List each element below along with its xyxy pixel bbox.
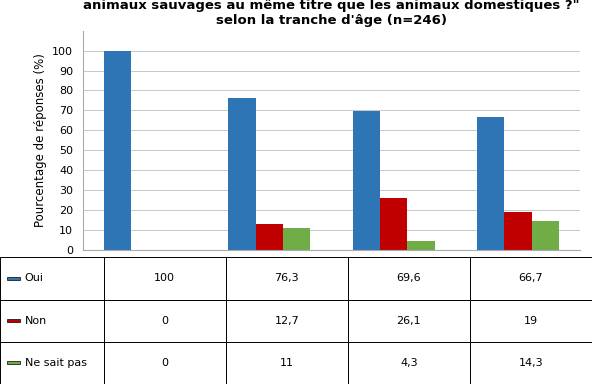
Text: 26,1: 26,1 <box>397 316 421 326</box>
Bar <box>470 257 592 300</box>
Bar <box>7 361 20 364</box>
Bar <box>256 224 283 250</box>
Text: Oui: Oui <box>25 273 44 283</box>
Bar <box>504 212 532 250</box>
Text: 14,3: 14,3 <box>519 358 543 368</box>
Bar <box>7 277 20 280</box>
Bar <box>348 257 470 300</box>
Text: 69,6: 69,6 <box>397 273 421 283</box>
Bar <box>532 221 559 250</box>
Bar <box>104 257 226 300</box>
Title: Pourcentage de réponses à la question "Considérez-vous les
animaux sauvages au m: Pourcentage de réponses à la question "C… <box>83 0 580 27</box>
Text: 4,3: 4,3 <box>400 358 418 368</box>
Bar <box>0 342 104 384</box>
Bar <box>348 342 470 384</box>
Text: 0: 0 <box>161 358 168 368</box>
Bar <box>226 300 348 342</box>
Bar <box>353 111 380 250</box>
Bar <box>470 300 592 342</box>
Y-axis label: Pourcentage de réponses (%): Pourcentage de réponses (%) <box>34 53 47 227</box>
Text: 76,3: 76,3 <box>275 273 299 283</box>
Text: 12,7: 12,7 <box>274 316 299 326</box>
Bar <box>407 241 435 250</box>
Bar <box>380 198 407 250</box>
Text: 66,7: 66,7 <box>519 273 543 283</box>
Text: 0: 0 <box>161 316 168 326</box>
Text: Non: Non <box>25 316 47 326</box>
Bar <box>348 300 470 342</box>
Text: Ne sait pas: Ne sait pas <box>25 358 87 368</box>
Bar <box>226 257 348 300</box>
Bar <box>104 300 226 342</box>
Bar <box>283 228 310 250</box>
Bar <box>0 257 104 300</box>
Bar <box>226 342 348 384</box>
Bar <box>229 98 256 250</box>
Bar <box>7 319 20 322</box>
Bar <box>104 342 226 384</box>
Text: 19: 19 <box>524 316 538 326</box>
Bar <box>477 117 504 250</box>
Bar <box>104 51 131 250</box>
Text: 11: 11 <box>280 358 294 368</box>
Bar <box>0 300 104 342</box>
Text: 100: 100 <box>154 273 175 283</box>
Bar <box>470 342 592 384</box>
